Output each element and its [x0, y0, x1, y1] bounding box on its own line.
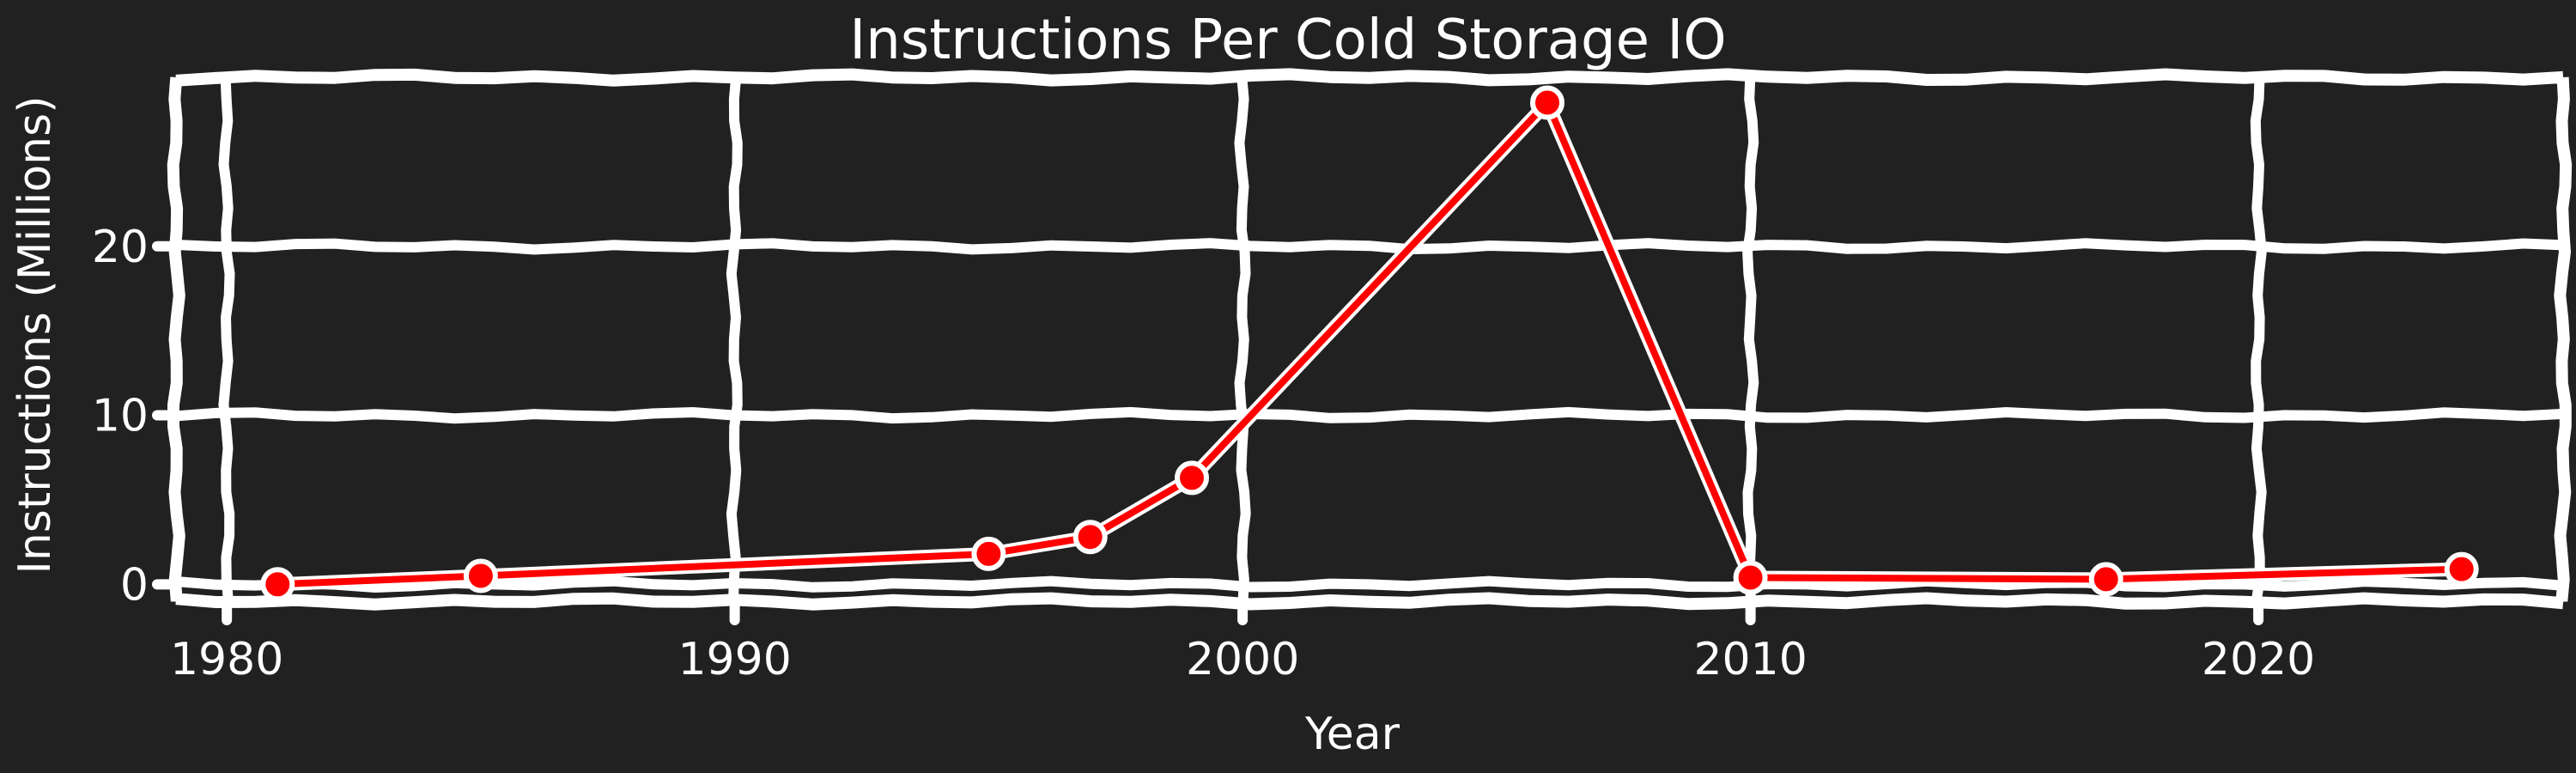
grid-line-y-0 — [171, 575, 2568, 593]
x-tick-label-2020: 2020 — [2202, 634, 2315, 685]
grid-line-x-1980 — [218, 72, 235, 606]
plot-frame — [167, 68, 2573, 611]
data-point-1999 — [1175, 460, 1209, 496]
data-point-2024 — [2444, 551, 2479, 587]
y-tick-label-10: 10 — [92, 391, 149, 442]
x-axis-label: Year — [1304, 709, 1400, 760]
chart-title: Instructions Per Cold Storage IO — [849, 9, 1726, 72]
x-tick-label-2000: 2000 — [1186, 634, 1299, 685]
grid-line-x-2010 — [1742, 72, 1759, 606]
grid-lines — [171, 72, 2568, 606]
data-point-1995 — [971, 536, 1006, 571]
data-point-2010 — [1733, 560, 1768, 595]
plot-border — [167, 68, 2573, 611]
y-axis-label: Instructions (Millions) — [9, 95, 61, 574]
y-tick-label-0: 0 — [120, 559, 149, 611]
data-point-2017 — [2088, 562, 2123, 597]
y-tick-label-20: 20 — [92, 222, 149, 273]
data-point-1997 — [1072, 520, 1108, 555]
data-point-1985 — [463, 558, 498, 593]
data-point-2006 — [1530, 85, 1564, 120]
x-tick-label-1990: 1990 — [677, 634, 791, 685]
grid-line-y-20 — [171, 238, 2568, 255]
grid-line-x-2000 — [1234, 72, 1251, 606]
x-tick-label-1980: 1980 — [170, 634, 283, 685]
data-points — [260, 85, 2479, 602]
axis-ticks: 1980 1990 2000 2010 2020 0 10 20 — [92, 222, 2315, 685]
grid-line-x-1990 — [726, 72, 743, 606]
series-line — [274, 99, 2465, 588]
series-line-halo — [270, 95, 2469, 592]
grid-line-y-10 — [171, 406, 2568, 424]
x-tick-label-2010: 2010 — [1693, 634, 1807, 685]
series-instructions — [270, 95, 2469, 592]
data-point-1981 — [260, 567, 295, 602]
grid-line-x-2020 — [2250, 72, 2267, 606]
